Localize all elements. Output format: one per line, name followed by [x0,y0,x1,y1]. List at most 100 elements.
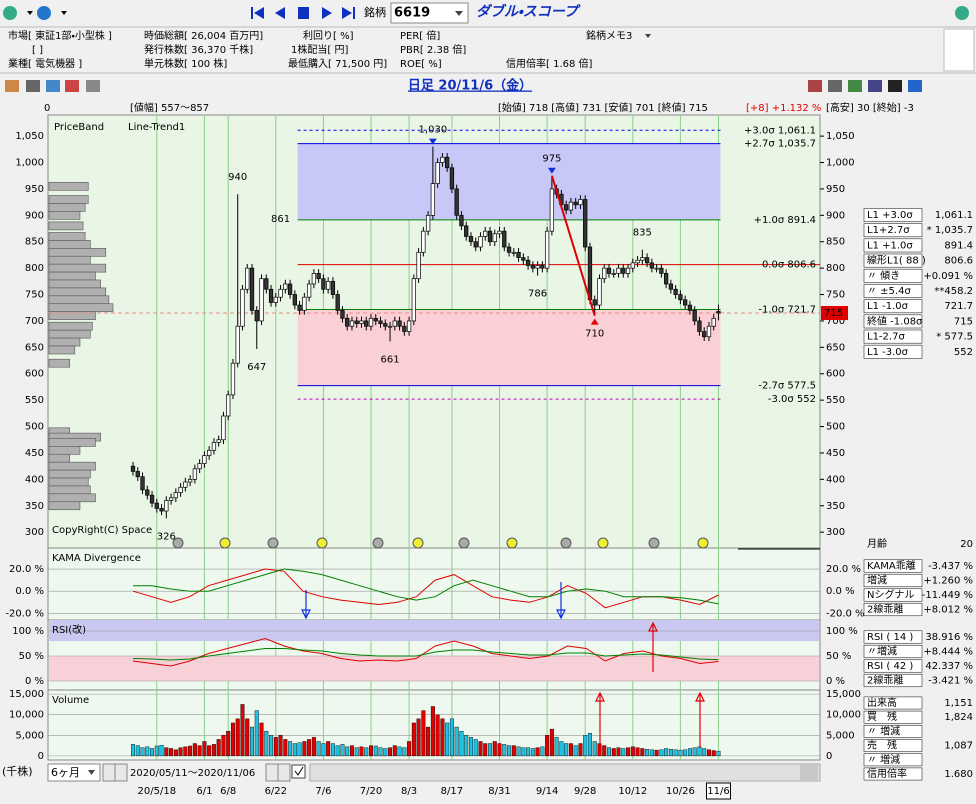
tool-icon[interactable] [868,80,882,92]
tool-icon[interactable] [888,80,902,92]
first-button[interactable] [254,7,264,19]
candle-body [416,251,421,280]
globe-icon[interactable] [955,6,969,20]
candle-body [673,288,678,295]
candle-body [135,471,140,478]
moon-phase [597,537,609,549]
candle-body [402,325,407,332]
tool-icon[interactable] [26,80,40,92]
dropdown-arrow[interactable] [88,770,95,775]
side-value: 1.680 [944,769,973,780]
candle-body [230,362,236,396]
dropdown-arrow[interactable] [455,11,463,16]
tool-icon[interactable] [848,80,862,92]
candle-body [268,288,274,303]
tool-icon[interactable] [46,80,60,92]
y-tick-label: 0 [38,751,44,762]
side-label-box [863,208,923,222]
prev-button[interactable] [275,7,285,19]
web-icon[interactable] [37,6,51,20]
x-tick-label: 11/6 [707,786,729,797]
memo-box[interactable] [943,28,975,72]
candle-body [140,476,145,491]
volume-bar [507,745,512,757]
period-select[interactable] [47,763,101,782]
last-button[interactable] [353,7,355,19]
last-button[interactable] [342,7,352,19]
dropdown-arrow[interactable] [27,11,33,15]
tool-icon[interactable] [86,80,100,92]
side-label-box [863,753,923,767]
y-tick-label: 20.0 % [9,564,44,575]
candle-body [697,320,702,332]
channel-label: -2.7σ 577.5 [758,381,816,392]
channel-zone [297,143,721,220]
stop-button[interactable] [298,7,309,19]
candle-body [245,267,250,290]
moon-phase [372,537,384,549]
scrollbar[interactable] [309,763,821,782]
candle-body [644,257,650,264]
side-label: KAMA乖離 [867,559,916,572]
tool-icon[interactable] [5,80,19,92]
chart-tools [5,80,922,92]
candle-body [473,241,478,248]
next-button[interactable] [322,7,332,19]
tool-icon[interactable] [808,80,822,92]
candle-body [192,468,198,480]
moon-phase [506,537,518,549]
volume-bar [687,748,692,757]
checkbox[interactable] [291,764,306,779]
candle-body [235,325,240,364]
symbol-code[interactable]: 6619 [394,6,430,21]
peak-marker [428,138,437,145]
volume-bar [326,741,331,757]
y-tick-label: 700 [25,316,44,327]
scroll-left-fast[interactable] [114,763,128,782]
period-value[interactable]: 6ヶ月 [51,766,80,779]
info-field: 最低購入[ 71,500 円] [288,57,387,70]
candle-body [306,283,312,298]
volume-bar [421,710,426,757]
volume-bar [502,744,507,757]
tool-icon[interactable] [65,80,79,92]
x-tick-label: 7/6 [315,786,331,797]
panel-label: PriceBand [54,122,104,133]
tool-icon[interactable] [908,80,922,92]
globe-icon[interactable] [3,6,17,20]
scrollbar-thumb[interactable] [800,765,818,780]
info-field: 利回り[ %] [303,30,354,42]
candle-body [549,188,555,232]
scroll-right-fast[interactable] [277,763,291,782]
price-band-bar [48,461,96,471]
symbol-select[interactable] [390,2,469,24]
candle-body [326,280,331,290]
scroll-left[interactable] [102,763,116,782]
indicator-line [132,568,719,609]
side-label: 終値 -1.08σ [867,314,923,327]
volume-bar [207,745,212,757]
scroll-right[interactable] [265,763,279,782]
side-label: 2線乖離 [867,674,903,687]
info-field: ROE[ %] [400,59,442,70]
volume-bar [607,747,612,757]
dropdown-arrow[interactable] [61,11,67,15]
channel-label: 0.0σ 806.6 [762,260,816,271]
volume-bar [402,747,407,757]
dropdown-arrow[interactable] [645,34,651,38]
side-label: 〃 増減 [867,724,900,737]
first-button[interactable] [251,7,253,19]
volume-bar [392,745,397,757]
price-band-bar [48,203,86,212]
indicator-line [133,568,719,605]
candle-body [564,204,569,211]
side-label-box [863,659,923,673]
volume-bar [511,745,516,757]
peak-label: 940 [228,172,247,183]
y-tick-label: 900 [25,210,44,221]
side-label-box [863,268,923,283]
volume-bar [235,718,240,757]
volume-bar [521,747,526,757]
tool-icon[interactable] [828,80,842,92]
candle-body [383,323,388,327]
